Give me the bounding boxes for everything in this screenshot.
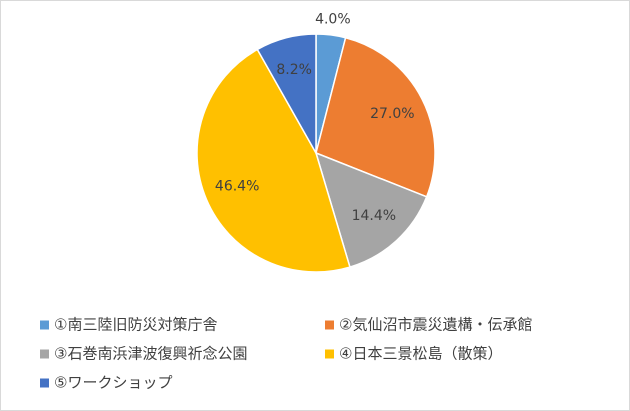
legend-swatch — [40, 378, 49, 388]
legend-swatch — [40, 320, 49, 330]
pie-slice — [256, 33, 317, 156]
legend-swatch — [325, 320, 334, 330]
legend-label: ②気仙沼市震災遺構・伝承館 — [339, 316, 532, 334]
data-label: 14.4% — [352, 208, 396, 224]
legend-label: ⑤ワークショップ — [54, 374, 172, 392]
legend-swatch — [325, 349, 334, 359]
legend-label: ④日本三景松島（散策） — [339, 345, 502, 363]
pie-slice — [314, 151, 428, 268]
data-label: 4.0% — [315, 12, 351, 28]
data-label: 46.4% — [215, 179, 259, 195]
legend-swatch — [40, 349, 49, 359]
data-label: 27.0% — [370, 106, 414, 122]
pie-slice — [196, 48, 351, 273]
pie-slice — [315, 36, 436, 198]
legend-label: ①南三陸旧防災対策庁舎 — [54, 316, 217, 334]
data-label: 8.2% — [276, 62, 312, 78]
legend-label: ③石巻南浜津波復興祈念公園 — [54, 345, 247, 363]
